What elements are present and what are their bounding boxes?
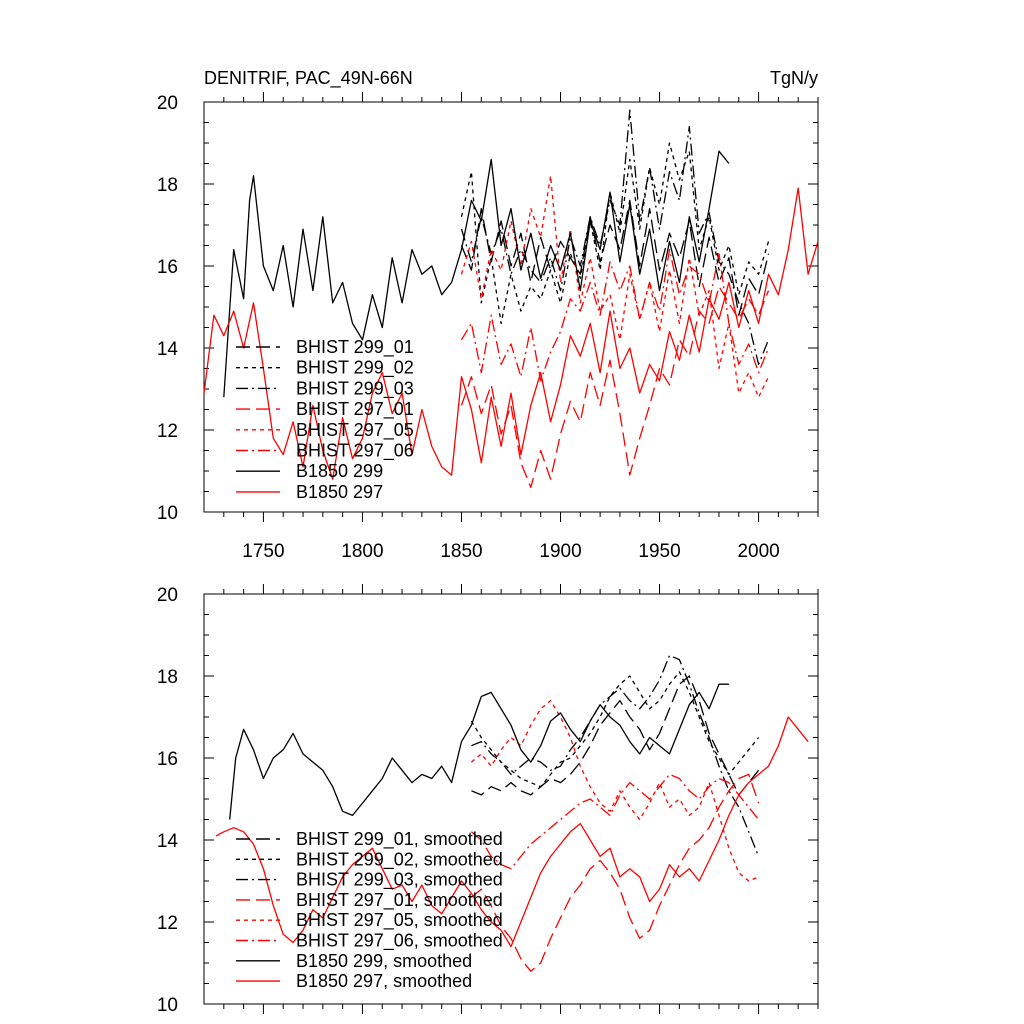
legend-label: BHIST 299_03 [296, 378, 414, 399]
legend-label: BHIST 299_01, smoothed [296, 829, 503, 850]
units-label: TgN/y [770, 68, 818, 88]
chart-title: DENITRIF, PAC_49N-66N [204, 68, 413, 89]
y-tick-label: 10 [157, 503, 178, 524]
y-tick-label: 12 [157, 913, 178, 934]
series-line [460, 199, 770, 316]
series-line [471, 675, 760, 796]
legend-label: BHIST 297_06 [296, 441, 414, 462]
series-line [460, 175, 770, 398]
series-line [470, 773, 760, 972]
y-tick-label: 20 [157, 93, 178, 114]
series-line [470, 699, 759, 882]
x-tick-label: 1950 [638, 541, 680, 562]
series-line [470, 773, 760, 870]
legend-label: BHIST 299_03, smoothed [296, 870, 503, 891]
axis-ticks-bottom: 10 12 14 16 18 20 [157, 584, 819, 1016]
y-tick-label: 12 [157, 421, 178, 442]
y-tick-label: 16 [157, 749, 178, 770]
legend-label: BHIST 297_05 [296, 420, 414, 441]
legend-label: BHIST 297_01, smoothed [296, 890, 503, 911]
legend-label: B1850 297, smoothed [296, 971, 472, 991]
x-tick-label: 1800 [341, 541, 383, 562]
legend-label: B1850 299 [296, 461, 383, 481]
axis-ticks-top: 10 12 14 16 18 20 1750 1800 1850 1900 1950 2000 [157, 92, 819, 562]
x-tick-label: 2000 [737, 541, 779, 562]
series-line [223, 150, 730, 398]
legend-label: B1850 299, smoothed [296, 951, 472, 971]
legend-label: BHIST 299_02, smoothed [296, 849, 503, 870]
legend-label: BHIST 299_01 [296, 337, 414, 358]
series-line [203, 187, 819, 480]
y-tick-label: 18 [157, 175, 178, 196]
series-line [470, 671, 760, 788]
series-line [229, 683, 729, 820]
series-line [460, 109, 770, 366]
legend-label: BHIST 297_01 [296, 399, 414, 420]
top-panel: DENITRIF, PAC_49N-66N TgN/y 10 12 14 16 18 20… [157, 68, 819, 562]
y-tick-label: 10 [157, 995, 178, 1016]
y-tick-label: 14 [157, 831, 179, 852]
x-tick-label: 1750 [242, 541, 284, 562]
series-line [460, 285, 770, 489]
x-tick-label: 1850 [440, 541, 482, 562]
y-tick-label: 16 [157, 257, 178, 278]
y-tick-label: 18 [157, 667, 178, 688]
legend-label: BHIST 297_06, smoothed [296, 931, 503, 952]
legend-label: BHIST 297_05, smoothed [296, 910, 503, 931]
series-group-bottom [215, 654, 809, 972]
series-line [460, 248, 770, 382]
series-line [460, 142, 770, 325]
y-tick-label: 20 [157, 585, 178, 606]
legend-label: BHIST 299_02 [296, 358, 414, 379]
series-group-top [203, 109, 819, 489]
series-line [215, 716, 809, 948]
series-line [471, 654, 760, 857]
x-tick-label: 1900 [539, 541, 581, 562]
legend-label: B1850 297 [296, 482, 383, 502]
y-tick-label: 14 [157, 339, 179, 360]
